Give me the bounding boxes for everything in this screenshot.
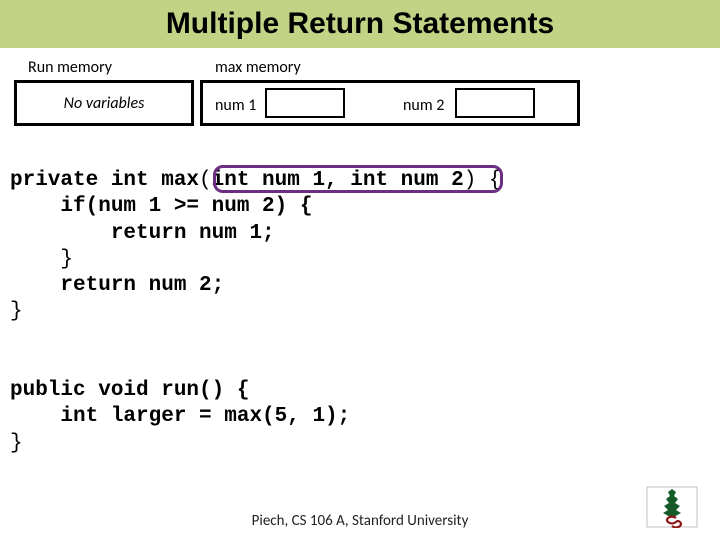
code-line-2: if(num 1 >= num 2) {	[10, 195, 312, 218]
code-line-7: public void run() {	[10, 379, 249, 402]
title-banner: Multiple Return Statements	[0, 0, 720, 48]
memory-row: Run memory max memory No variables num 1…	[0, 58, 720, 148]
run-memory-text: No variables	[64, 94, 145, 113]
run-memory-box: No variables	[14, 80, 194, 126]
code-line-1d: {	[476, 169, 501, 192]
code-line-3: return num 1;	[10, 222, 275, 245]
num1-value-box	[265, 88, 345, 118]
code-line-1c: )	[464, 169, 477, 192]
code-block: private int max(int num 1, int num 2) { …	[10, 168, 502, 457]
code-line-1-params: int num 1, int num 2	[212, 169, 464, 192]
stanford-logo-icon	[646, 486, 698, 528]
code-line-5: return num 2;	[10, 274, 224, 297]
code-line-1b: (	[199, 169, 212, 192]
num2-label: num 2	[403, 96, 444, 115]
page-title: Multiple Return Statements	[166, 7, 554, 41]
run-memory-label: Run memory	[28, 58, 112, 77]
code-line-6: }	[10, 300, 23, 323]
code-line-8: int larger = max(5, 1);	[10, 405, 350, 428]
num2-value-box	[455, 88, 535, 118]
max-memory-label: max memory	[215, 58, 301, 77]
code-line-1a: private int max	[10, 169, 199, 192]
max-memory-box: num 1 num 2	[200, 80, 580, 126]
num1-label: num 1	[215, 96, 256, 115]
code-line-9: }	[10, 432, 23, 455]
footer-text: Piech, CS 106 A, Stanford University	[0, 512, 720, 530]
code-line-4: }	[10, 248, 73, 271]
